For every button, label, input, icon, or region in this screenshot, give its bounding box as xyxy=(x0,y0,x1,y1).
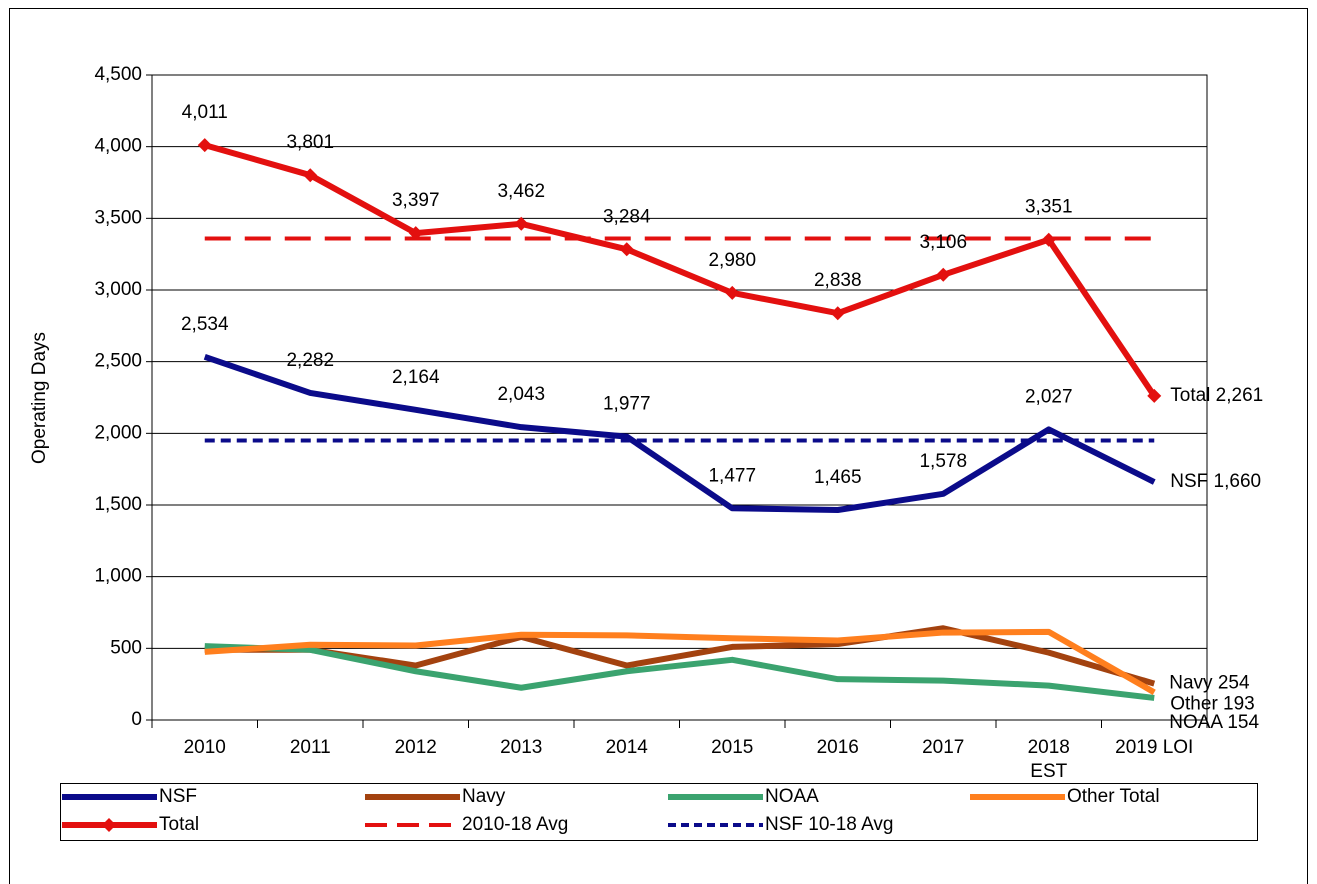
x-tick-label: 2016 xyxy=(816,737,859,758)
y-tick-label: 2,000 xyxy=(94,422,142,443)
data-label: Total 2,261 xyxy=(1170,385,1263,406)
y-axis-label: Operating Days xyxy=(29,332,50,464)
data-label: 1,465 xyxy=(814,467,862,488)
x-tick-label: 2017 xyxy=(922,737,965,758)
y-tick-label: 500 xyxy=(110,637,142,658)
data-label: NSF 1,660 xyxy=(1170,471,1261,492)
x-tick-label: 2012 xyxy=(394,737,437,758)
data-label: 2,043 xyxy=(497,384,545,405)
data-label: 3,801 xyxy=(286,132,334,153)
data-label: 2,027 xyxy=(1025,386,1073,407)
legend-box xyxy=(60,783,1258,841)
x-tick-label: 2018 EST xyxy=(1027,737,1070,782)
legend-label: NSF 10-18 Avg xyxy=(765,814,894,835)
x-tick-label: 2019 LOI xyxy=(1115,737,1194,758)
series-line xyxy=(203,142,1157,398)
data-label: NOAA 154 xyxy=(1169,712,1259,733)
data-label: 3,397 xyxy=(392,190,440,211)
point-marker xyxy=(619,242,634,257)
data-label: 3,106 xyxy=(919,232,967,253)
y-tick-label: 1,500 xyxy=(94,494,142,515)
point-marker xyxy=(725,285,740,300)
point-marker xyxy=(303,168,318,183)
y-tick-label: 2,500 xyxy=(94,351,142,372)
series-line xyxy=(203,353,1156,514)
data-label: 1,477 xyxy=(708,465,756,486)
y-tick-label: 3,000 xyxy=(94,279,142,300)
legend-label: NOAA xyxy=(765,786,819,807)
legend-label: Navy xyxy=(462,786,506,807)
data-label: 2,980 xyxy=(708,250,756,271)
data-label: 2,838 xyxy=(814,270,862,291)
point-marker xyxy=(197,138,212,153)
x-tick-label: 2013 xyxy=(500,737,543,758)
legend-marker xyxy=(102,818,116,832)
legend-label: Other Total xyxy=(1067,786,1160,807)
y-tick-label: 3,500 xyxy=(94,207,142,228)
data-label: Other 193 xyxy=(1170,693,1255,714)
data-label: 2,534 xyxy=(181,314,229,335)
data-label: 3,351 xyxy=(1025,197,1073,218)
y-tick-label: 4,000 xyxy=(94,136,142,157)
legend-label: Total xyxy=(159,814,199,835)
y-tick-label: 4,500 xyxy=(94,64,142,85)
series-line xyxy=(204,628,1156,695)
data-label: 3,462 xyxy=(497,181,545,202)
y-tick-label: 0 xyxy=(131,709,142,730)
x-tick-label: 2010 xyxy=(183,737,226,758)
x-tick-label: 2011 xyxy=(289,737,331,758)
data-label: Navy 254 xyxy=(1169,673,1250,694)
point-marker xyxy=(936,267,951,282)
legend-label: NSF xyxy=(159,786,197,807)
series-line xyxy=(204,643,1155,701)
data-label: 3,284 xyxy=(603,206,651,227)
data-label: 4,011 xyxy=(182,102,228,123)
frame xyxy=(9,8,1308,884)
x-tick-label: 2015 xyxy=(711,737,754,758)
y-tick-label: 1,000 xyxy=(94,566,142,587)
legend-label: 2010-18 Avg xyxy=(462,814,568,835)
point-marker xyxy=(514,216,529,231)
x-tick-label: 2014 xyxy=(605,737,648,758)
data-label: 1,578 xyxy=(919,451,967,472)
point-marker xyxy=(1147,388,1162,403)
data-label: 2,164 xyxy=(392,367,440,388)
data-label: 1,977 xyxy=(603,394,651,415)
point-marker xyxy=(830,306,845,321)
data-label: 2,282 xyxy=(286,350,334,371)
